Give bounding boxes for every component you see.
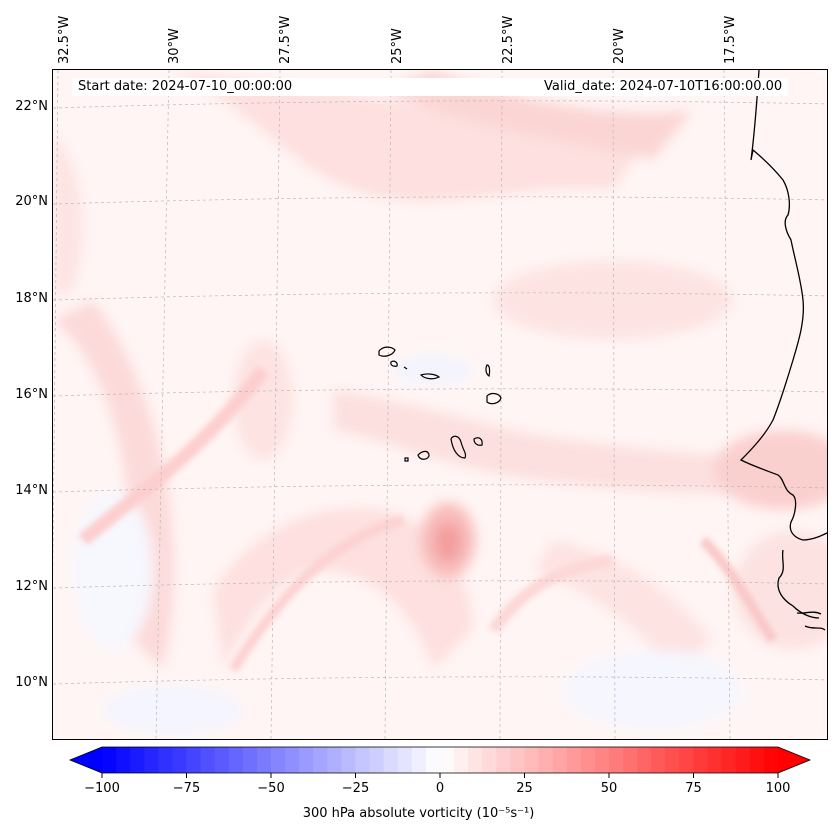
- lon-label-17-5w: 17.5°W: [723, 15, 738, 64]
- colorbar-bin: [735, 747, 751, 773]
- colorbar-bin: [454, 747, 469, 773]
- colorbar-bin: [144, 747, 159, 773]
- colorbar-bin: [271, 747, 286, 773]
- colorbar-bin: [707, 747, 723, 773]
- lat-label-16n: 16°N: [15, 387, 48, 402]
- colorbar-bin: [440, 747, 455, 773]
- colorbar-tick-label: −75: [172, 781, 201, 796]
- lat-label-18n: 18°N: [15, 291, 48, 306]
- cape-verde-islands: [378, 346, 502, 462]
- colorbar-bin: [116, 747, 131, 773]
- lon-label-22-5w: 22.5°W: [501, 15, 516, 64]
- colorbar-bin: [679, 747, 694, 773]
- colorbar-bin: [341, 747, 356, 773]
- colorbar-bin: [524, 747, 540, 773]
- colorbar-svg: [68, 746, 812, 778]
- colorbar-bin: [256, 747, 272, 773]
- colorbar-bin: [228, 747, 244, 773]
- colorbar-bin: [693, 747, 709, 773]
- lat-label-12n: 12°N: [15, 579, 48, 594]
- map-panel[interactable]: [52, 69, 828, 740]
- colorbar-bin: [425, 747, 441, 773]
- colorbar-bin: [510, 747, 525, 773]
- colorbar-bin: [637, 747, 652, 773]
- colorbar-bin: [383, 747, 399, 773]
- colorbar-bin: [130, 747, 145, 773]
- colorbar-bin: [651, 747, 666, 773]
- lon-label-20w: 20°W: [612, 28, 627, 64]
- lat-label-22n: 22°N: [15, 99, 48, 114]
- colorbar-bin: [721, 747, 737, 773]
- vorticity-field: [53, 70, 827, 739]
- colorbar-tick-label: −25: [341, 781, 370, 796]
- colorbar-tick-label: −50: [257, 781, 285, 796]
- colorbar-bin: [200, 747, 216, 773]
- colorbar-bin: [763, 747, 779, 773]
- colorbar-bin: [411, 747, 427, 773]
- colorbar-bin: [623, 747, 638, 773]
- lon-label-27-5w: 27.5°W: [278, 15, 293, 64]
- colorbar-bin: [158, 747, 173, 773]
- lat-label-14n: 14°N: [15, 483, 48, 498]
- colorbar-bin: [214, 747, 230, 773]
- colorbar-bin: [369, 747, 385, 773]
- colorbar-tick-label: 100: [765, 781, 791, 796]
- colorbar-bin: [242, 747, 258, 773]
- colorbar-tick-label: 50: [600, 781, 618, 796]
- colorbar-bin: [355, 747, 371, 773]
- colorbar-bin: [552, 747, 568, 773]
- colorbar-bin: [749, 747, 765, 773]
- lat-label-20n: 20°N: [15, 194, 48, 209]
- colorbar-tick-label: 75: [685, 781, 702, 796]
- colorbar-bin: [186, 747, 202, 773]
- colorbar-bin: [609, 747, 624, 773]
- colorbar-bin: [102, 747, 117, 773]
- colorbar-tick-label: 25: [516, 781, 533, 796]
- coastline: [739, 70, 827, 631]
- start-date-label: Start date: 2024-07-10_00:00:00: [72, 78, 544, 96]
- colorbar: [68, 745, 812, 778]
- colorbar-extend-high: [778, 747, 810, 773]
- lat-label-10n: 10°N: [15, 675, 48, 690]
- colorbar-bin: [327, 747, 342, 773]
- colorbar-bin: [468, 747, 483, 773]
- colorbar-bin: [397, 747, 413, 773]
- lon-label-25w: 25°W: [390, 28, 405, 64]
- colorbar-bin: [482, 747, 497, 773]
- colorbar-bin: [172, 747, 187, 773]
- colorbar-bin: [313, 747, 328, 773]
- colorbar-tick-label: 0: [435, 781, 445, 796]
- valid-date-label: Valid_date: 2024-07-10T16:00:00.00: [538, 78, 789, 96]
- colorbar-bin: [299, 747, 314, 773]
- vorticity-streaks: [78, 365, 778, 673]
- colorbar-tick-label: −100: [84, 781, 120, 796]
- colorbar-bin: [665, 747, 680, 773]
- colorbar-bin: [538, 747, 554, 773]
- lon-label-32-5w: 32.5°W: [57, 15, 72, 64]
- colorbar-title: 300 hPa absolute vorticity (10⁻⁵s⁻¹): [302, 806, 535, 821]
- colorbar-bin: [566, 747, 582, 773]
- colorbar-extend-low: [70, 747, 102, 773]
- colorbar-bin: [594, 747, 610, 773]
- vorticity-map: [53, 70, 827, 739]
- lon-label-30w: 30°W: [167, 28, 182, 64]
- gridlines: [53, 70, 827, 739]
- colorbar-bin: [580, 747, 596, 773]
- colorbar-bin: [285, 747, 300, 773]
- colorbar-bin: [496, 747, 511, 773]
